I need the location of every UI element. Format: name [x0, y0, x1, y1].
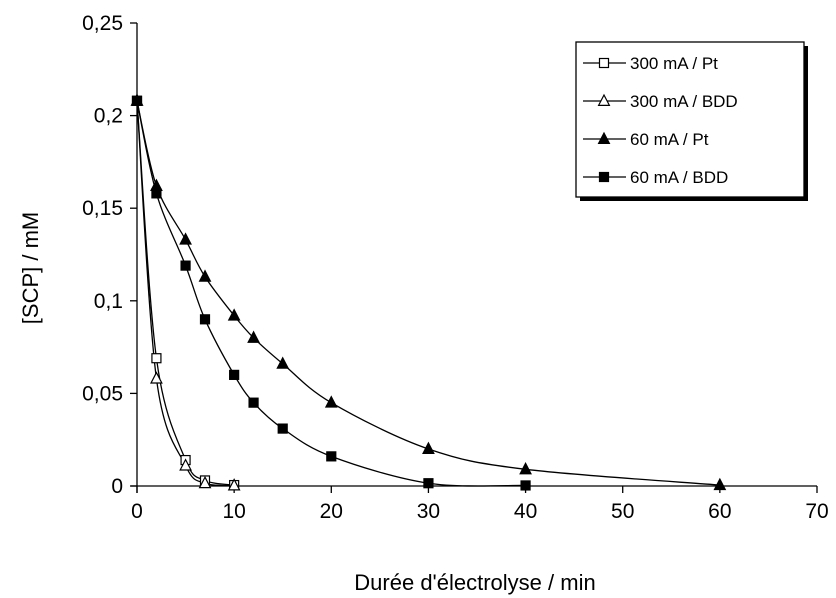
legend-marker	[598, 57, 610, 69]
data-point-series-3	[227, 308, 241, 321]
x-axis-title: Durée d'électrolyse / min	[354, 570, 595, 595]
legend-marker	[598, 171, 610, 183]
data-point-series-3	[519, 462, 532, 475]
data-point-series-3	[179, 232, 192, 245]
data-point-series-4	[277, 423, 288, 434]
data-point-series-4	[199, 314, 211, 325]
legend-label: 300 mA / BDD	[630, 92, 738, 111]
x-tick-label: 60	[708, 500, 731, 523]
x-tick-label: 30	[417, 500, 440, 523]
legend: 300 mA / Pt 300 mA / BDD 60 mA / Pt 60 mA /…	[575, 41, 808, 201]
x-tick-label: 40	[514, 500, 537, 523]
data-point-series-2	[198, 475, 212, 489]
plot-area: 0 10 20 30 40 50 60 70 0 0,05 0,1 0,15 0,2 0,25	[82, 12, 829, 523]
legend-marker	[597, 131, 611, 144]
data-point-series-4	[520, 480, 531, 491]
series-line-3	[136, 100, 720, 486]
data-point-series-3	[276, 356, 290, 369]
y-tick-label: 0,15	[82, 197, 123, 220]
y-tick-label: 0,2	[94, 105, 123, 128]
legend-label: 300 mA / Pt	[630, 54, 718, 73]
series-line-1	[136, 100, 235, 486]
x-tick-label: 10	[222, 500, 245, 523]
x-tick-label: 50	[611, 500, 634, 523]
data-point-series-4	[423, 478, 434, 489]
y-tick-label: 0,05	[82, 382, 123, 405]
legend-marker	[597, 93, 611, 107]
data-point-series-4	[151, 188, 162, 199]
y-tick-label: 0,1	[94, 290, 123, 313]
data-point-series-3	[247, 330, 260, 343]
x-tick-label: 0	[131, 500, 143, 523]
data-point-series-3	[713, 477, 727, 491]
x-tick-label: 20	[320, 500, 343, 523]
series-line-4	[136, 100, 526, 487]
data-point-series-2	[150, 371, 163, 384]
data-point-series-1	[151, 353, 162, 364]
data-point-series-4	[248, 397, 259, 408]
data-point-series-3	[198, 269, 212, 282]
data-point-series-4	[180, 260, 191, 271]
data-point-series-2	[227, 478, 241, 491]
y-axis-title: [SCP] / mM	[18, 212, 43, 324]
legend-label: 60 mA / Pt	[630, 130, 709, 149]
data-point-series-4	[131, 95, 143, 106]
legend-label: 60 mA / BDD	[630, 168, 728, 187]
x-tick-label: 70	[805, 500, 828, 523]
legend-box	[575, 41, 805, 198]
data-point-series-2	[179, 458, 192, 471]
series-markers	[130, 93, 727, 491]
data-point-series-3	[422, 441, 435, 454]
y-tick-label: 0,25	[82, 12, 123, 35]
data-point-series-3	[324, 395, 338, 408]
y-tick-label: 0	[111, 475, 123, 498]
data-point-series-4	[326, 451, 337, 462]
data-point-series-4	[229, 369, 240, 380]
series-line-2	[136, 100, 235, 487]
